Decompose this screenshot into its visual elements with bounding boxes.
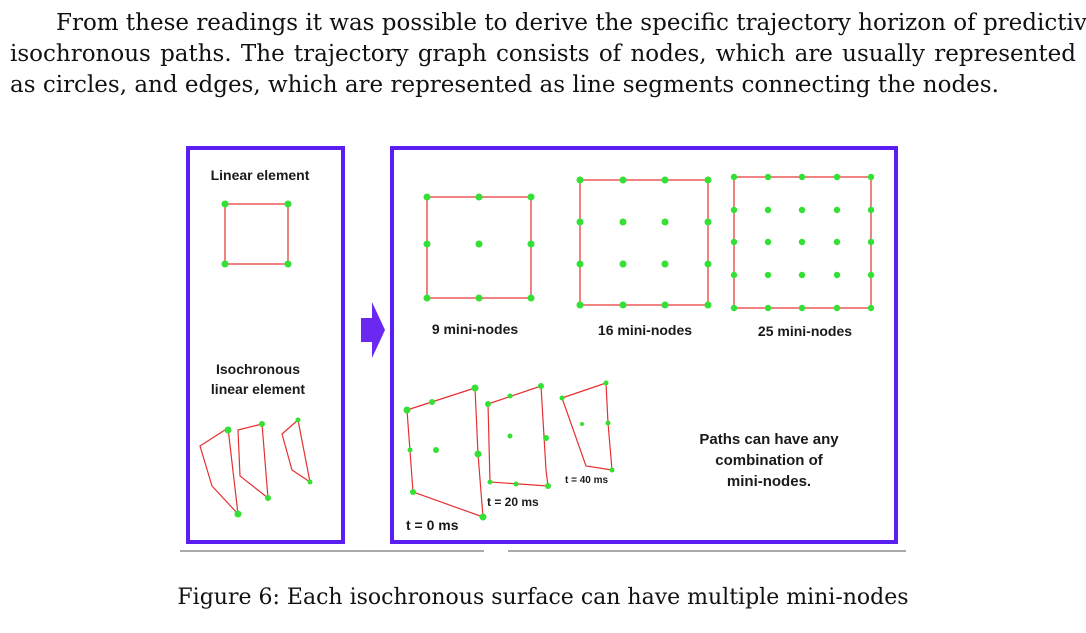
label-t0: t = 0 ms — [406, 517, 459, 533]
isochronous-path-nodes — [403, 380, 615, 521]
linear-element-diagram — [221, 200, 292, 268]
label-t40: t = 40 ms — [565, 475, 609, 486]
isochronous-linear-diagram — [199, 418, 311, 516]
grid-16-mini-nodes — [576, 176, 712, 309]
label-t20: t = 20 ms — [487, 495, 539, 509]
linear-element-label: Linear element — [211, 167, 310, 183]
body-paragraph: From these readings it was possible to d… — [10, 8, 1086, 101]
label-25-mini-nodes: 25 mini-nodes — [758, 323, 852, 339]
paragraph-line-1: From these readings it was possible to d… — [56, 10, 1086, 36]
isochronous-path-quads — [406, 382, 613, 518]
paragraph-line-3: as circles, and edges, which are represe… — [10, 72, 999, 98]
note-line-1: Paths can have any — [699, 431, 839, 448]
isochronous-label-line1: Isochronous — [216, 361, 300, 377]
right-arrow-icon — [361, 302, 385, 358]
note-line-3: mini-nodes. — [727, 473, 811, 490]
note-line-2: combination of — [715, 452, 823, 469]
figure-caption: Figure 6: Each isochronous surface can h… — [177, 585, 909, 610]
label-9-mini-nodes: 9 mini-nodes — [432, 321, 519, 337]
grid-9-mini-nodes — [423, 193, 535, 302]
isochronous-linear-nodes — [224, 417, 313, 518]
left-panel-frame — [186, 146, 345, 544]
label-16-mini-nodes: 16 mini-nodes — [598, 322, 692, 338]
isochronous-label-line2: linear element — [211, 381, 305, 397]
right-panel-frame — [390, 146, 898, 544]
paragraph-line-2: isochronous paths. The trajectory graph … — [10, 41, 1076, 67]
grid-25-mini-nodes — [730, 173, 875, 312]
